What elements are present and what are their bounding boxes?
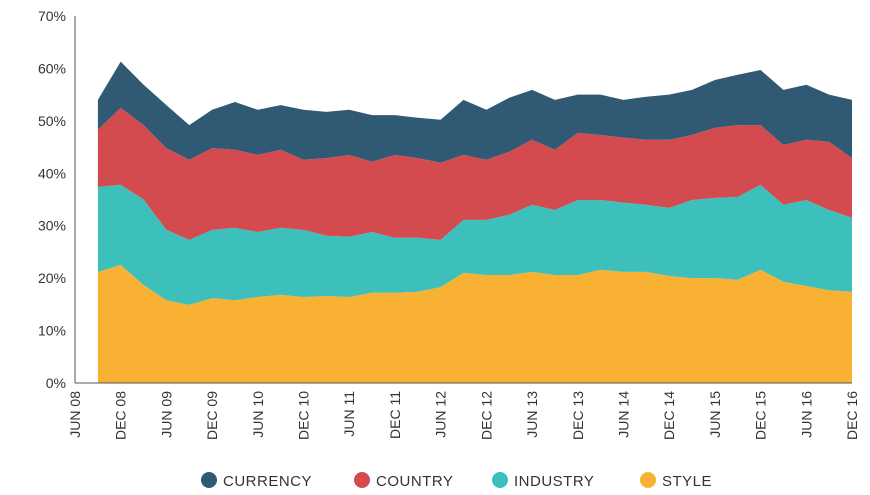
area-country [97,107,852,240]
x-tick-label: DEC 11 [387,391,403,439]
y-tick-label: 0% [46,375,66,391]
area-industry [97,184,852,305]
legend-swatch [201,472,217,488]
legend: CURRENCY COUNTRY INDUSTRY STYLE [201,472,712,490]
x-tick-label: JUN 16 [798,391,814,438]
x-tick-label: DEC 16 [844,391,860,440]
y-tick-label: 50% [38,113,66,129]
x-tick-label: DEC 14 [661,391,677,440]
legend-item-country: COUNTRY [354,472,453,490]
x-tick-label: JUN 12 [433,391,449,438]
x-tick-label: JUN 14 [615,391,631,438]
legend-label: INDUSTRY [514,473,594,490]
legend-swatch [640,472,656,488]
x-tick-label: DEC 10 [296,391,312,440]
y-tick-label: 20% [38,270,66,286]
area-style [97,265,852,383]
x-tick-labels: JUN 08 DEC 08 JUN 09 DEC 09 JUN 10 DEC 10 JUN … [67,391,860,440]
x-tick-label: DEC 08 [113,391,129,440]
x-tick-label: DEC 09 [204,391,220,440]
legend-item-industry: INDUSTRY [492,472,594,490]
y-tick-label: 10% [38,323,66,339]
legend-label: COUNTRY [376,473,453,490]
y-tick-label: 40% [38,165,66,181]
x-tick-label: DEC 13 [570,391,586,440]
x-tick-label: JUN 15 [707,391,723,438]
x-tick-label: JUN 13 [524,391,540,438]
x-tick-label: DEC 15 [753,391,769,440]
legend-label: STYLE [662,473,712,490]
legend-item-currency: CURRENCY [201,472,312,490]
legend-item-style: STYLE [640,472,712,490]
legend-swatch [492,472,508,488]
area-currency [97,61,852,163]
legend-label: CURRENCY [223,473,312,490]
legend-swatch [354,472,370,488]
x-tick-label: JUN 11 [341,391,357,437]
x-tick-label: JUN 08 [67,391,83,438]
y-tick-label: 70% [38,8,66,24]
area-layer [97,61,852,383]
y-tick-labels: 0% 10% 20% 30% 40% 50% 60% 70% [38,8,66,391]
y-tick-label: 60% [38,60,66,76]
y-tick-label: 30% [38,218,66,234]
x-tick-label: DEC 12 [478,391,494,440]
x-tick-label: JUN 10 [250,391,266,438]
x-tick-label: JUN 09 [158,391,174,438]
